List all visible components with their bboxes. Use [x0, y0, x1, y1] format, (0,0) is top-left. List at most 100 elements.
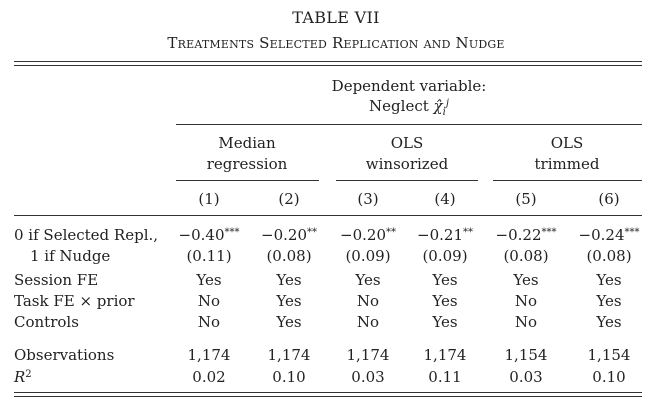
table-cell: −0.21**	[405, 226, 485, 244]
bottom-rule	[14, 392, 642, 393]
row-label-text: Task FE × prior	[14, 292, 135, 310]
cell-value: −0.22	[495, 226, 542, 244]
cell-value: Yes	[596, 292, 622, 310]
row-label: 0 if Selected Repl.,	[14, 226, 158, 244]
group-rule-median	[176, 180, 319, 181]
table-cell: Yes	[486, 271, 566, 289]
row-label: 1 if Nudge	[30, 247, 110, 265]
cell-value: No	[356, 292, 380, 310]
row-label: R2	[14, 368, 32, 386]
significance-stars: ***	[541, 227, 557, 238]
cell-value: −0.21	[417, 226, 463, 244]
column-number: (3)	[357, 190, 379, 208]
table-cell: 0.03	[328, 368, 408, 386]
dep-var-symbol: χ̂ij	[433, 97, 449, 118]
table-cell: No	[328, 313, 408, 331]
dependent-variable-label: Dependent variable:	[331, 77, 487, 95]
cell-value: 0.03	[509, 368, 543, 386]
table-cell: −0.20**	[328, 226, 408, 244]
table-cell: 1,174	[405, 346, 485, 364]
significance-stars: **	[385, 227, 396, 238]
table-cell: −0.40***	[169, 226, 249, 244]
table-cell: No	[486, 292, 566, 310]
top-rule	[14, 61, 642, 62]
table-cell: No	[328, 292, 408, 310]
dep-var-text: Neglect	[369, 97, 429, 115]
cell-value: −0.20	[261, 226, 307, 244]
column-number: (4)	[434, 190, 456, 208]
row-label-text: Session FE	[14, 271, 99, 289]
cell-value: Yes	[596, 271, 622, 289]
row-label-text: 0 if Selected Repl.,	[14, 226, 159, 244]
table-cell: (0.09)	[405, 247, 485, 265]
row-label: Task FE × prior	[14, 292, 135, 310]
cell-value: No	[197, 313, 221, 331]
table-cell: 1,174	[249, 346, 329, 364]
cell-value: −0.40	[178, 226, 225, 244]
group-rule-ols-winsorized	[336, 180, 478, 181]
group-header-line2: regression	[206, 155, 288, 173]
table-cell: 0.03	[486, 368, 566, 386]
significance-stars: ***	[624, 227, 640, 238]
group-header-line2: winsorized	[365, 155, 449, 173]
row-label: Controls	[14, 313, 79, 331]
row-label: Session FE	[14, 271, 98, 289]
cell-value: 1,174	[267, 346, 311, 364]
cell-value: 1,174	[423, 346, 467, 364]
cell-value: (0.09)	[345, 247, 391, 265]
table-cell: (0.08)	[249, 247, 329, 265]
table-cell: Yes	[569, 313, 649, 331]
table-cell: (0.08)	[486, 247, 566, 265]
cell-value: Yes	[276, 271, 302, 289]
table-cell: Yes	[405, 313, 485, 331]
table-cell: (0.11)	[169, 247, 249, 265]
row-label-superscript: 2	[25, 369, 32, 380]
cell-value: Yes	[276, 313, 302, 331]
cell-value: Yes	[432, 271, 458, 289]
cell-value: −0.20	[340, 226, 386, 244]
table-cell: 0.10	[249, 368, 329, 386]
cell-value: (0.08)	[503, 247, 549, 265]
cell-value: (0.09)	[422, 247, 468, 265]
cell-value: (0.08)	[586, 247, 632, 265]
table-cell: Yes	[249, 292, 329, 310]
table-cell: −0.22***	[486, 226, 566, 244]
cell-value: Yes	[276, 292, 302, 310]
cell-value: 1,154	[587, 346, 631, 364]
cell-value: Yes	[196, 271, 222, 289]
table-cell: 0.10	[569, 368, 649, 386]
cell-value: (0.08)	[266, 247, 312, 265]
table-cell: Yes	[405, 271, 485, 289]
table-cell: No	[486, 313, 566, 331]
table-cell: 1,174	[328, 346, 408, 364]
cell-value: Yes	[432, 292, 458, 310]
row-label-text: Controls	[14, 313, 79, 331]
column-number: (1)	[198, 190, 220, 208]
column-number: (5)	[515, 190, 537, 208]
table-cell: Yes	[569, 271, 649, 289]
row-label-text: Observations	[14, 346, 115, 364]
column-number: (6)	[598, 190, 620, 208]
cell-value: (0.11)	[186, 247, 232, 265]
table-cell: 0.02	[169, 368, 249, 386]
table-cell: Yes	[405, 292, 485, 310]
row-label-text: R	[14, 368, 26, 386]
cell-value: Yes	[355, 271, 381, 289]
table-title: TABLE VII	[292, 8, 380, 27]
table-cell: 0.11	[405, 368, 485, 386]
cell-value: Yes	[513, 271, 539, 289]
dependent-variable-name: Neglect χ̂ij	[176, 97, 642, 118]
group-header-line1: OLS	[550, 134, 584, 152]
header-body-rule	[14, 215, 642, 216]
cell-value: 0.02	[192, 368, 226, 386]
cell-value: Yes	[596, 313, 622, 331]
table-subtitle: Treatments Selected Replication and Nudg…	[167, 34, 505, 52]
significance-stars: **	[306, 227, 317, 238]
table-cell: Yes	[328, 271, 408, 289]
table-cell: (0.08)	[569, 247, 649, 265]
cell-value: 1,174	[187, 346, 231, 364]
table-cell: 1,154	[486, 346, 566, 364]
row-label: Observations	[14, 346, 114, 364]
table-cell: Yes	[249, 313, 329, 331]
cell-value: 0.03	[351, 368, 385, 386]
